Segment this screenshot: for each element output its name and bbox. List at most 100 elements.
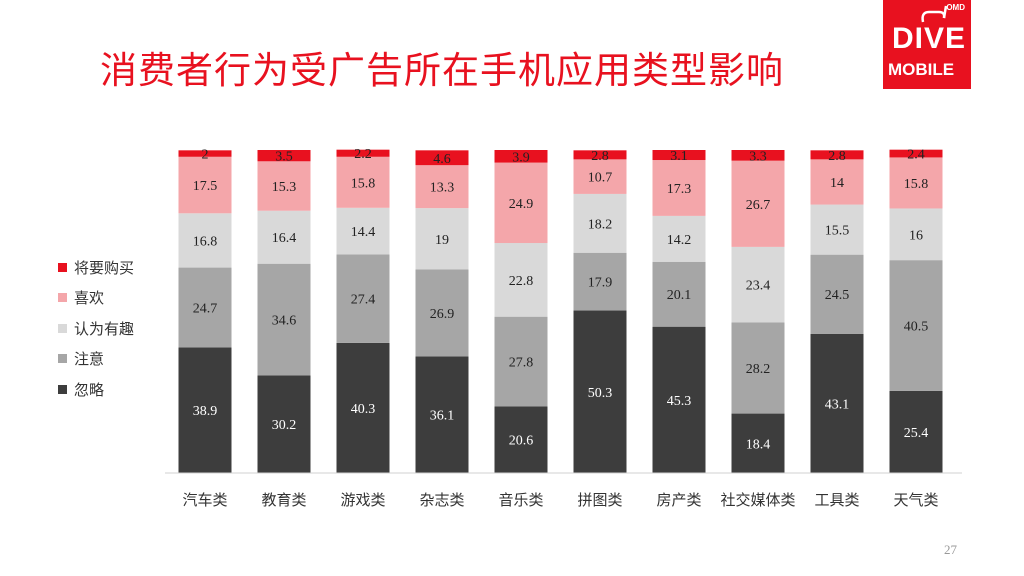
data-label: 2.4 [907,148,925,163]
bar-segment [652,215,706,262]
data-label: 20.1 [667,288,692,303]
data-label: 3.5 [275,150,293,165]
x-tick-label: 工具类 [814,491,859,509]
bar-segment [415,150,469,166]
data-label: 22.8 [509,274,534,289]
bar-segment [415,165,469,209]
bar-segment [494,406,548,473]
data-label: 23.4 [746,279,771,294]
dive-mobile-logo: OMD DIVE MOBILE [883,0,971,89]
bar-segment [810,254,864,334]
logo-mobile-text: MOBILE [888,60,955,79]
bar-segment [257,263,311,376]
data-label: 16.8 [193,234,218,249]
data-label: 15.8 [351,176,376,191]
bar-segment [257,210,311,264]
data-label: 18.2 [588,217,613,232]
x-tick-label: 游戏类 [340,491,385,509]
bar-segment [336,207,390,255]
bar-segment [494,243,548,317]
x-tick-label: 拼图类 [577,491,622,509]
bar-segment [257,161,311,211]
data-label: 17.3 [667,182,692,197]
data-label: 27.8 [509,356,534,371]
bar-segment [178,156,232,214]
logo-omd-text: OMD [946,3,965,12]
legend-swatch [58,323,67,333]
bar-segment [810,150,864,160]
legend-label: 忽略 [74,380,105,399]
legend-swatch [58,354,67,363]
data-label: 15.3 [272,180,297,195]
data-label: 40.5 [904,320,929,335]
bar-segment [573,252,627,311]
bar-segment [731,150,785,161]
data-label: 43.1 [825,397,850,412]
data-label: 38.9 [193,404,218,419]
data-label: 17.9 [588,276,613,291]
data-label: 26.9 [430,307,455,322]
data-label: 16 [909,228,923,243]
data-label: 25.4 [904,426,929,441]
logo-dive-text: DIVE [892,22,967,55]
data-label: 17.5 [193,179,218,194]
page-title: 消费者行为受广告所在手机应用类型影响 [100,49,784,92]
bar-segment [889,390,943,473]
bar-segment [652,326,706,473]
data-label: 2.8 [828,149,846,164]
data-label: 13.3 [430,181,455,196]
bar-segment [415,356,469,473]
legend-swatch [58,384,67,394]
bar-segment [178,150,232,157]
bar-segment [257,150,311,162]
x-tick-label: 音乐类 [498,491,543,509]
bar-segment [889,208,943,261]
bar-segment [573,310,627,473]
bar-segment [652,160,706,216]
data-label: 40.3 [351,402,376,417]
bar-segment [494,150,548,163]
data-label: 2 [202,148,209,163]
bar-segment [573,159,627,194]
bar-segment [415,269,469,357]
bar-segment [889,260,943,391]
bar-segment [178,213,232,268]
data-label: 14.2 [667,233,692,248]
bar-segment [336,149,390,157]
x-tick-label: 杂志类 [419,491,464,509]
bar-segment [178,267,232,348]
data-label: 24.5 [825,288,850,303]
bar-segment [652,150,706,161]
legend-label: 认为有趣 [74,319,135,338]
data-label: 4.6 [433,152,451,167]
legend-item: 将要购买 [58,257,134,277]
data-label: 34.6 [272,314,297,329]
bar-segment [731,322,785,414]
snorkel-icon [921,5,948,23]
data-label: 19 [435,233,449,248]
bar-segment [573,150,627,160]
bar-segment [178,347,232,473]
data-label: 24.7 [193,301,218,316]
data-label: 15.5 [825,224,850,239]
bar-segment [336,156,390,208]
bar-segment [731,160,785,247]
x-tick-label: 房产类 [656,491,701,509]
data-label: 16.4 [272,231,297,246]
bar-segment [810,333,864,473]
bar-segment [731,246,785,323]
bar-segment [336,342,390,473]
data-label: 14 [830,176,844,191]
bar-segment [889,157,943,209]
legend-label: 注意 [74,350,105,368]
data-label: 28.2 [746,362,771,377]
x-tick-label: 天气类 [893,491,938,509]
data-label: 15.8 [904,177,929,192]
bar-segment [810,159,864,205]
x-tick-label: 社交媒体类 [720,491,795,509]
data-label: 50.3 [588,386,613,401]
data-label: 18.4 [746,437,771,452]
data-label: 2.2 [354,147,372,162]
legend-swatch [58,293,67,302]
